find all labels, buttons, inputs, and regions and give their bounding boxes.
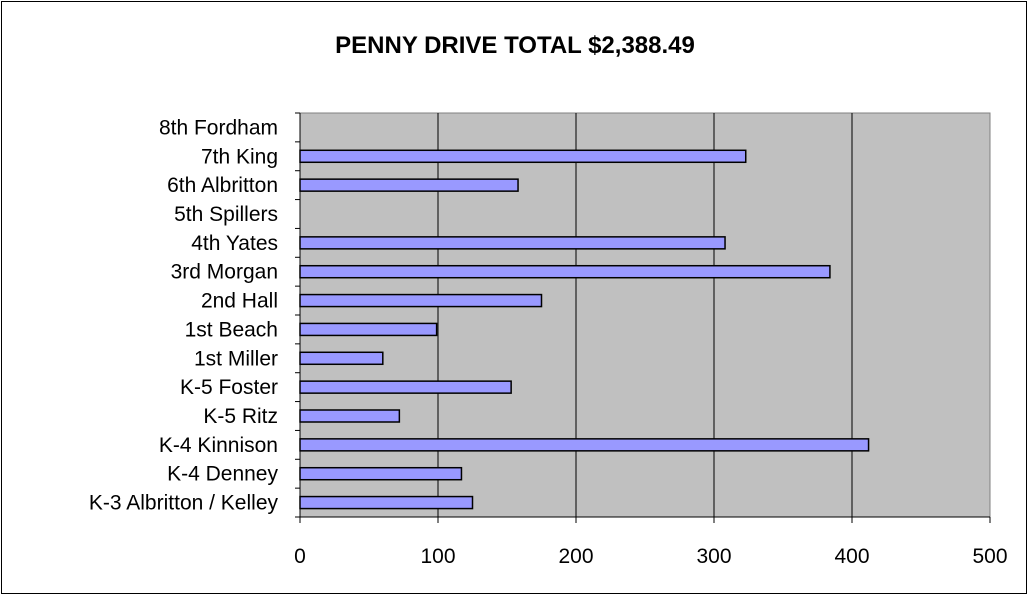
- bar: [299, 178, 519, 192]
- category-label: 5th Spillers: [174, 203, 278, 226]
- category-label: 3rd Morgan: [171, 261, 278, 284]
- bar: [299, 293, 543, 308]
- bar: [299, 351, 384, 366]
- bar: [299, 149, 747, 164]
- chart-title: PENNY DRIVE TOTAL $2,388.49: [335, 32, 695, 59]
- bar: [299, 438, 870, 452]
- category-label: 1st Beach: [185, 318, 278, 341]
- bars: [299, 149, 870, 510]
- x-tick-label: 500: [972, 545, 1007, 568]
- bar: [299, 495, 474, 510]
- bar: [299, 264, 831, 279]
- x-tick-label: 100: [420, 545, 455, 568]
- bar: [299, 380, 512, 394]
- category-label: 7th King: [201, 145, 278, 168]
- category-label: 6th Albritton: [167, 174, 278, 197]
- bar: [299, 466, 463, 481]
- x-tick-label: 0: [294, 545, 306, 568]
- category-label: 2nd Hall: [201, 290, 278, 313]
- category-label: K-5 Foster: [180, 376, 278, 399]
- x-tick-label: 300: [696, 545, 731, 568]
- axes: [295, 112, 991, 523]
- category-label: 8th Fordham: [159, 116, 278, 139]
- category-label: K-3 Albritton / Kelley: [89, 492, 279, 515]
- category-label: K-4 Denney: [167, 463, 278, 486]
- category-labels: K-3 Albritton / Kelley K-4 Denney K-4 Kinn…: [89, 116, 279, 514]
- category-label: K-5 Ritz: [203, 405, 278, 428]
- bar: [299, 322, 438, 337]
- x-tick-labels: 0 100 200 300 400 500: [294, 545, 1007, 568]
- bar: [299, 236, 726, 250]
- bar: [299, 409, 401, 423]
- category-label: 4th Yates: [191, 232, 278, 255]
- category-label: K-4 Kinnison: [159, 434, 278, 457]
- plot-area: [299, 112, 991, 518]
- x-tick-label: 200: [558, 545, 593, 568]
- x-tick-label: 400: [834, 545, 869, 568]
- category-label: 1st Miller: [194, 347, 278, 370]
